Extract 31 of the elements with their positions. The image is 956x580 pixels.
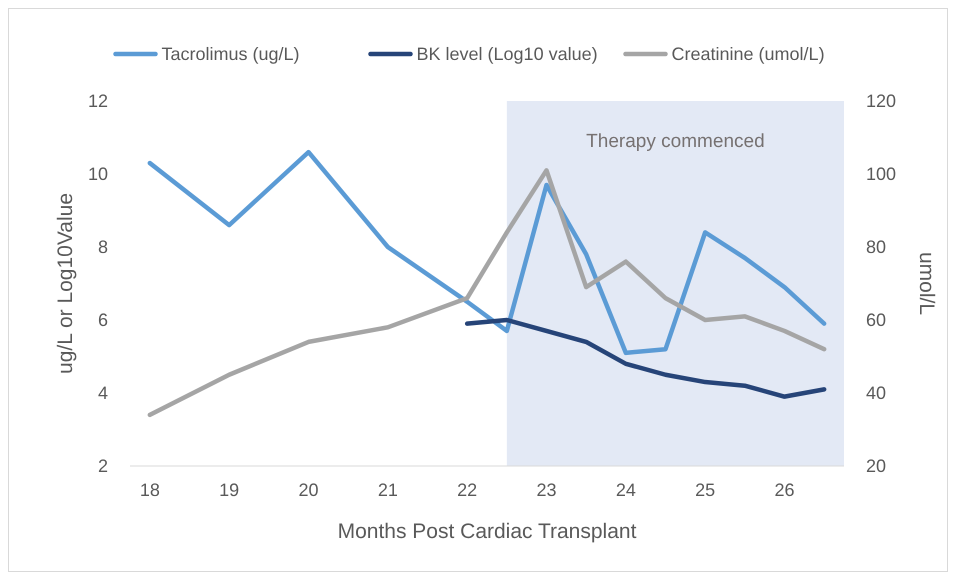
y2-tick-label: 40 bbox=[866, 383, 886, 403]
y-axis-title: ug/L or Log10Value bbox=[54, 193, 77, 374]
x-tick-label: 22 bbox=[457, 480, 478, 500]
x-tick-label: 25 bbox=[695, 480, 716, 500]
y2-axis-title: umol/L bbox=[915, 252, 938, 316]
y2-tick-label: 100 bbox=[866, 164, 896, 184]
x-tick-label: 21 bbox=[378, 480, 398, 500]
x-tick-label: 23 bbox=[536, 480, 557, 500]
y-tick-label: 6 bbox=[98, 310, 108, 330]
y2-tick-label: 60 bbox=[866, 310, 886, 330]
y-tick-label: 12 bbox=[88, 91, 108, 111]
x-tick-label: 18 bbox=[140, 480, 160, 500]
y-tick-label: 2 bbox=[98, 456, 108, 476]
x-axis-title: Months Post Cardiac Transplant bbox=[338, 520, 637, 543]
y-tick-label: 10 bbox=[88, 164, 108, 184]
y-tick-label: 4 bbox=[98, 383, 108, 403]
x-tick-label: 20 bbox=[298, 480, 319, 500]
x-tick-label: 26 bbox=[774, 480, 795, 500]
line-series bbox=[148, 150, 826, 356]
y2-tick-label: 120 bbox=[866, 91, 896, 111]
legend-label: BK level (Log10 value) bbox=[416, 44, 598, 64]
y-tick-label: 8 bbox=[98, 237, 108, 257]
legend-label: Creatinine (umol/L) bbox=[672, 44, 825, 64]
y2-tick-label: 80 bbox=[866, 237, 886, 257]
y2-tick-label: 20 bbox=[866, 456, 886, 476]
line-series bbox=[148, 168, 826, 418]
legend-label: Tacrolimus (ug/L) bbox=[162, 44, 300, 64]
band-label: Therapy commenced bbox=[586, 131, 765, 152]
x-tick-label: 24 bbox=[616, 480, 636, 500]
x-tick-label: 19 bbox=[219, 480, 240, 500]
line-series bbox=[464, 318, 826, 399]
